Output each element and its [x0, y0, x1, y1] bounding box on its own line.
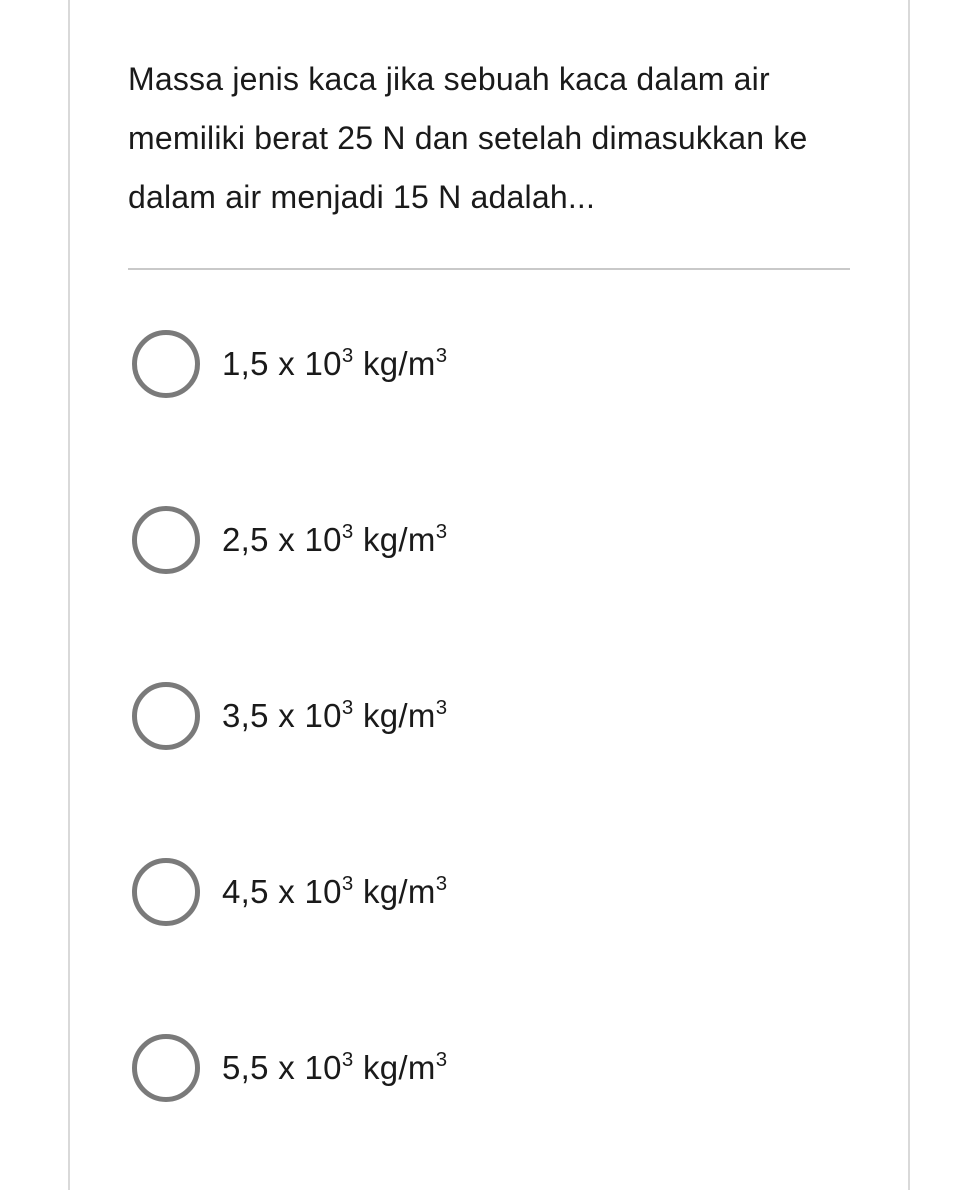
option-row[interactable]: 4,5 x 103 kg/m3 — [132, 858, 850, 926]
radio-icon[interactable] — [132, 1034, 200, 1102]
divider — [128, 268, 850, 270]
option-label: 3,5 x 103 kg/m3 — [222, 697, 447, 735]
option-row[interactable]: 1,5 x 103 kg/m3 — [132, 330, 850, 398]
option-label: 5,5 x 103 kg/m3 — [222, 1049, 447, 1087]
option-label: 2,5 x 103 kg/m3 — [222, 521, 447, 559]
radio-icon[interactable] — [132, 682, 200, 750]
option-row[interactable]: 3,5 x 103 kg/m3 — [132, 682, 850, 750]
question-text: Massa jenis kaca jika sebuah kaca dalam … — [128, 50, 850, 228]
option-label: 1,5 x 103 kg/m3 — [222, 345, 447, 383]
option-label: 4,5 x 103 kg/m3 — [222, 873, 447, 911]
question-card: Massa jenis kaca jika sebuah kaca dalam … — [68, 0, 910, 1190]
radio-icon[interactable] — [132, 330, 200, 398]
radio-icon[interactable] — [132, 858, 200, 926]
option-row[interactable]: 2,5 x 103 kg/m3 — [132, 506, 850, 574]
option-row[interactable]: 5,5 x 103 kg/m3 — [132, 1034, 850, 1102]
options-list: 1,5 x 103 kg/m3 2,5 x 103 kg/m3 3,5 x 10… — [128, 330, 850, 1102]
radio-icon[interactable] — [132, 506, 200, 574]
